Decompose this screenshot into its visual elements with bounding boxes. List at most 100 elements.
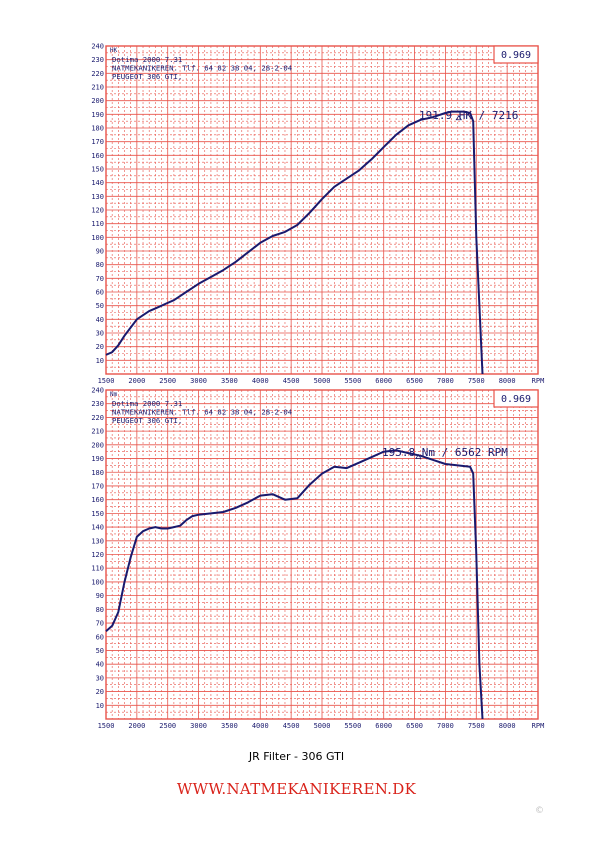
x-tick-label: 3000: [190, 377, 207, 385]
y-tick-label: 10: [96, 702, 104, 710]
y-tick-label: 150: [91, 166, 104, 174]
y-tick-label: 50: [96, 302, 104, 310]
header-line: PEUGEOT 306 GTI,: [112, 72, 182, 81]
x-tick-label: 5500: [344, 377, 361, 385]
y-tick-label: 80: [96, 261, 104, 269]
y-tick-label: 190: [91, 111, 104, 119]
y-tick-label: 150: [91, 510, 104, 518]
y-tick-label: 210: [91, 428, 104, 436]
header-line: NATMEKANIKEREN. Tlf. 64 82 38 04, 28-2-0…: [112, 64, 293, 73]
x-tick-label: 6500: [406, 722, 423, 730]
x-tick-label: 2500: [159, 722, 176, 730]
chart-panel-1: 10 20 30 40 50 60 70 80 90 100 110 120 130 140 150 160 1…: [91, 43, 544, 386]
series-curve: [105, 110, 484, 375]
caption: JR Filter - 306 GTI: [248, 750, 345, 763]
y-tick-label: 120: [91, 207, 104, 215]
x-tick-label: 1500: [98, 377, 115, 385]
y-tick-label: 120: [91, 551, 104, 559]
correction-box: [493, 389, 539, 408]
x-tick-label: 6000: [375, 722, 392, 730]
series-curve: [105, 449, 484, 720]
x-tick-label: 7500: [468, 377, 485, 385]
x-tick-label: RPM: [532, 722, 545, 730]
x-tick-label: 5000: [314, 722, 331, 730]
y-tick-label: 160: [91, 496, 104, 504]
y-tick-label: 140: [91, 524, 104, 532]
y-tick-label: 170: [91, 482, 104, 490]
y-tick-label: 110: [91, 220, 104, 228]
y-tick-label: 40: [96, 661, 104, 669]
correction-box: [493, 45, 539, 64]
x-tick-label: 4000: [252, 377, 269, 385]
unit-label: HK: [110, 47, 118, 54]
header-line: Dotima 2000 7.31: [112, 399, 182, 408]
x-tick-label: RPM: [532, 377, 545, 385]
peak-marker: [455, 114, 462, 121]
y-tick-label: 100: [91, 234, 104, 242]
watermark: ©: [535, 806, 544, 816]
x-tick-label: 4500: [283, 377, 300, 385]
y-tick-label: 70: [96, 620, 104, 628]
y-tick-label: 130: [91, 537, 104, 545]
y-tick-label: 160: [91, 152, 104, 160]
unit-label: Nm: [110, 391, 118, 398]
x-tick-label: 5500: [344, 722, 361, 730]
y-tick-label: 180: [91, 125, 104, 133]
website-footer[interactable]: WWW.NATMEKANIKEREN.DK: [176, 780, 417, 798]
x-tick-label: 7000: [437, 377, 454, 385]
x-tick-label: 3000: [190, 722, 207, 730]
correction-factor: 0.969: [501, 394, 531, 405]
y-tick-label: 130: [91, 193, 104, 201]
x-tick-label: 6500: [406, 377, 423, 385]
y-tick-label: 20: [96, 343, 104, 351]
x-tick-label: 8000: [499, 377, 516, 385]
x-tick-label: 6000: [375, 377, 392, 385]
y-tick-label: 220: [91, 70, 104, 78]
y-tick-label: 210: [91, 84, 104, 92]
header-line: Dotima 2000 7.31: [112, 55, 182, 64]
x-tick-label: 4500: [283, 722, 300, 730]
y-tick-label: 140: [91, 179, 104, 187]
y-tick-label: 50: [96, 647, 104, 655]
y-tick-label: 170: [91, 138, 104, 146]
x-tick-label: 7500: [468, 722, 485, 730]
y-tick-label: 230: [91, 56, 104, 64]
y-tick-label: 220: [91, 414, 104, 422]
y-tick-label: 240: [91, 43, 104, 51]
y-tick-label: 70: [96, 275, 104, 283]
x-tick-label: 3500: [221, 722, 238, 730]
y-tick-label: 10: [96, 357, 104, 365]
correction-factor: 0.969: [501, 50, 531, 61]
y-tick-label: 90: [96, 248, 104, 256]
header-line: PEUGEOT 306 GTI,: [112, 416, 182, 425]
x-tick-label: 1500: [98, 722, 115, 730]
x-tick-label: 2500: [159, 377, 176, 385]
y-tick-label: 60: [96, 633, 104, 641]
peak-annotation: 195.8 Nm / 6562 RPM: [382, 446, 508, 459]
y-tick-label: 190: [91, 455, 104, 463]
x-tick-label: 4000: [252, 722, 269, 730]
y-tick-label: 20: [96, 688, 104, 696]
x-tick-label: 5000: [314, 377, 331, 385]
y-tick-label: 30: [96, 330, 104, 338]
chart-frame: [105, 45, 539, 375]
peak-annotation: 191.9 HK / 7216: [419, 109, 518, 122]
x-tick-label: 2000: [128, 377, 145, 385]
chart-panel-2: 10 20 30 40 50 60 70 80 90 100 110 120 130 140 150 160 1…: [91, 387, 544, 731]
peak-marker: [415, 453, 422, 459]
x-tick-label: 7000: [437, 722, 454, 730]
y-tick-label: 180: [91, 469, 104, 477]
y-tick-label: 30: [96, 674, 104, 682]
y-tick-label: 40: [96, 316, 104, 324]
x-tick-label: 3500: [221, 377, 238, 385]
y-tick-label: 100: [91, 578, 104, 586]
y-tick-label: 90: [96, 592, 104, 600]
chart-frame: [105, 389, 539, 720]
y-tick-label: 110: [91, 565, 104, 573]
y-tick-label: 200: [91, 97, 104, 105]
x-tick-label: 8000: [499, 722, 516, 730]
y-tick-label: 230: [91, 400, 104, 408]
y-tick-label: 200: [91, 441, 104, 449]
